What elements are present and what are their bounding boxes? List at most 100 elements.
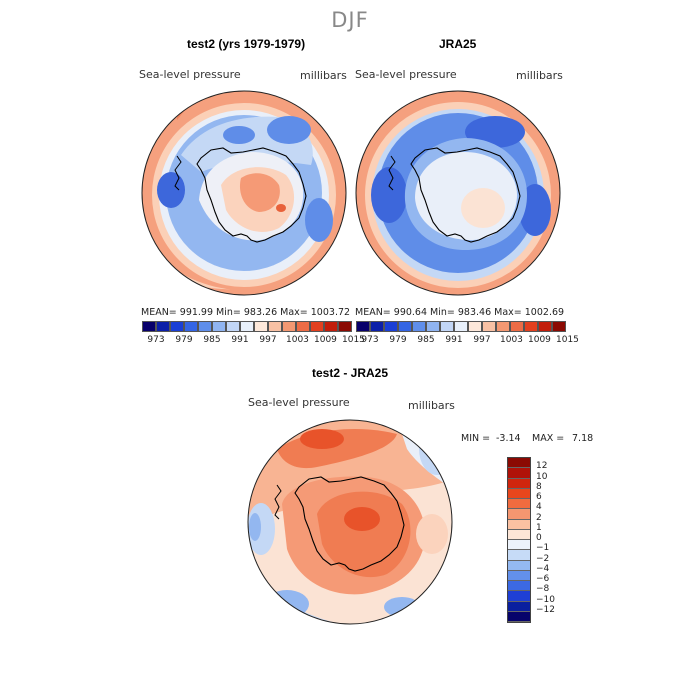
map2-high-area xyxy=(461,188,505,228)
colorbar-diff-tick-label: 0 xyxy=(536,533,542,543)
colorbar-diff-tick-label: 4 xyxy=(536,502,542,513)
colorbar-diff-swatch xyxy=(508,529,530,540)
map1-low-east xyxy=(305,198,333,242)
colorbar-swatch xyxy=(296,321,310,332)
map2-low-east xyxy=(519,184,551,236)
panel2-variable: Sea-level pressure xyxy=(355,68,457,81)
colorbar-swatch xyxy=(482,321,496,332)
diff-continent-peak xyxy=(344,507,380,531)
colorbar-diff-tick-label: −10 xyxy=(536,594,555,605)
colorbar-diff-swatch xyxy=(508,540,530,551)
colorbar-diff-swatch xyxy=(508,478,530,489)
diff-se-low-core xyxy=(384,597,420,617)
diff-min-label: MIN = xyxy=(461,433,491,444)
colorbar-swatch xyxy=(510,321,524,332)
colorbar-swatch xyxy=(142,321,156,332)
colorbar-swatch xyxy=(184,321,198,332)
colorbar-jra25 xyxy=(356,321,566,332)
diff-title: test2 - JRA25 xyxy=(312,366,389,380)
colorbar-diff-tick-label: 10 xyxy=(536,471,548,482)
colorbar-diff-tick-label: −4 xyxy=(536,563,550,574)
colorbar-diff-swatch xyxy=(508,550,530,561)
colorbar-diff-swatch xyxy=(508,519,530,530)
colorbar-diff-tick-label: 2 xyxy=(536,512,542,523)
colorbar-swatch xyxy=(454,321,468,332)
colorbar-test2 xyxy=(142,321,352,332)
diff-map-border xyxy=(247,419,453,625)
map1-peninsula-coast xyxy=(174,155,182,191)
colorbar-diff-swatch xyxy=(508,560,530,571)
colorbar-diff-swatch xyxy=(508,488,530,499)
colorbar-tick-label: 979 xyxy=(175,335,193,345)
colorbar-diff-tick-label: 6 xyxy=(536,492,542,502)
colorbar-diff-tick-label: 8 xyxy=(536,481,542,492)
colorbar-tick-label: 997 xyxy=(473,335,491,345)
map-test2 xyxy=(141,90,347,296)
colorbar-swatch xyxy=(524,321,538,332)
colorbar-tick-label: 1015 xyxy=(556,335,579,345)
panel1-units: millibars xyxy=(300,69,347,82)
panel1-stats: MEAN= 991.99 Min= 983.26 Max= 1003.72 xyxy=(141,307,351,318)
colorbar-tick-label: 973 xyxy=(361,335,379,345)
panel1-title: test2 (yrs 1979-1979) xyxy=(187,37,306,51)
colorbar-diff-tick-label: −6 xyxy=(536,574,550,584)
colorbar-tick-label: 973 xyxy=(147,335,165,345)
map2-border xyxy=(355,90,561,296)
colorbar-difference xyxy=(507,457,531,623)
colorbar-swatch xyxy=(282,321,296,332)
colorbar-swatch xyxy=(370,321,384,332)
map1-low-north xyxy=(267,116,311,144)
diff-max-value: 7.18 xyxy=(572,433,594,444)
map1-low-top xyxy=(223,126,255,144)
diff-antarctica-coast xyxy=(294,476,405,572)
colorbar-tick-label: 985 xyxy=(417,335,435,345)
colorbar-tick-label: 1003 xyxy=(286,335,309,345)
diff-min-value: -3.14 xyxy=(496,433,521,444)
colorbar-diff-swatch xyxy=(508,458,530,469)
colorbar-swatch xyxy=(254,321,268,332)
colorbar-diff-tick-label: 1 xyxy=(536,522,542,533)
colorbar-diff-tick-label: −1 xyxy=(536,543,550,554)
colorbar-tick-label: 1003 xyxy=(500,335,523,345)
colorbar-swatch xyxy=(496,321,510,332)
colorbar-swatch xyxy=(310,321,324,332)
colorbar-swatch xyxy=(398,321,412,332)
main-title: DJF xyxy=(331,8,369,32)
diff-east-light xyxy=(416,514,448,554)
colorbar-swatch xyxy=(212,321,226,332)
map1-high-core xyxy=(239,173,280,212)
colorbar-swatch xyxy=(440,321,454,332)
colorbar-tick-label: 991 xyxy=(445,335,463,345)
map1-antarctica-coast xyxy=(196,147,307,243)
colorbar-diff-swatch xyxy=(508,601,530,612)
colorbar-swatch xyxy=(538,321,552,332)
colorbar-swatch xyxy=(552,321,566,332)
colorbar-swatch xyxy=(338,321,352,332)
panel1-variable: Sea-level pressure xyxy=(139,68,241,81)
colorbar-tick-label: 991 xyxy=(231,335,249,345)
colorbar-swatch xyxy=(412,321,426,332)
colorbar-swatch xyxy=(240,321,254,332)
colorbar-tick-label: 997 xyxy=(259,335,277,345)
map2-low-west xyxy=(371,167,407,223)
diff-north-peak xyxy=(300,429,344,449)
colorbar-swatch xyxy=(384,321,398,332)
colorbar-swatch xyxy=(324,321,338,332)
map-jra25 xyxy=(355,90,561,296)
colorbar-tick-label: 985 xyxy=(203,335,221,345)
colorbar-swatch xyxy=(268,321,282,332)
diff-variable: Sea-level pressure xyxy=(248,396,350,409)
colorbar-swatch xyxy=(226,321,240,332)
colorbar-diff-tick-label: −12 xyxy=(536,604,555,615)
map-difference xyxy=(247,419,453,625)
colorbar-tick-label: 1015 xyxy=(342,335,365,345)
map1-low-west xyxy=(157,172,185,208)
diff-west-low-core xyxy=(249,513,261,541)
map2-peninsula-coast xyxy=(388,155,396,191)
colorbar-swatch xyxy=(356,321,370,332)
colorbar-diff-tick-label: 12 xyxy=(536,461,548,472)
colorbar-tick-label: 1009 xyxy=(528,335,551,345)
diff-max-label: MAX = xyxy=(532,433,565,444)
colorbar-diff-swatch xyxy=(508,611,530,622)
